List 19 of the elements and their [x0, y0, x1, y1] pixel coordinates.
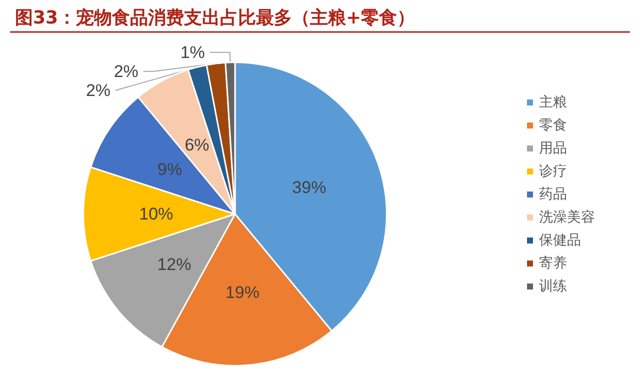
data-label: 1%	[180, 42, 205, 62]
legend-label: 洗澡美容	[539, 210, 595, 226]
data-label: 39%	[292, 178, 326, 197]
legend-label: 零食	[539, 118, 567, 134]
legend-label: 用品	[539, 140, 567, 156]
data-label: 2%	[86, 80, 111, 100]
legend-label: 寄养	[539, 256, 567, 272]
legend-label: 诊疗	[539, 164, 567, 180]
data-label: 2%	[114, 62, 138, 81]
legend-label: 主粮	[539, 94, 567, 110]
legend-label: 保健品	[539, 232, 581, 248]
data-label: 12%	[157, 254, 192, 274]
legend-label: 药品	[539, 186, 567, 202]
data-label: 9%	[157, 160, 182, 180]
data-label: 6%	[184, 135, 210, 154]
data-label: 10%	[139, 204, 174, 224]
legend-label: 训练	[539, 278, 567, 294]
data-label: 19%	[225, 283, 260, 302]
chart-title: 图33：宠物食品消费支出占比最多（主粮+零食）	[15, 8, 416, 28]
